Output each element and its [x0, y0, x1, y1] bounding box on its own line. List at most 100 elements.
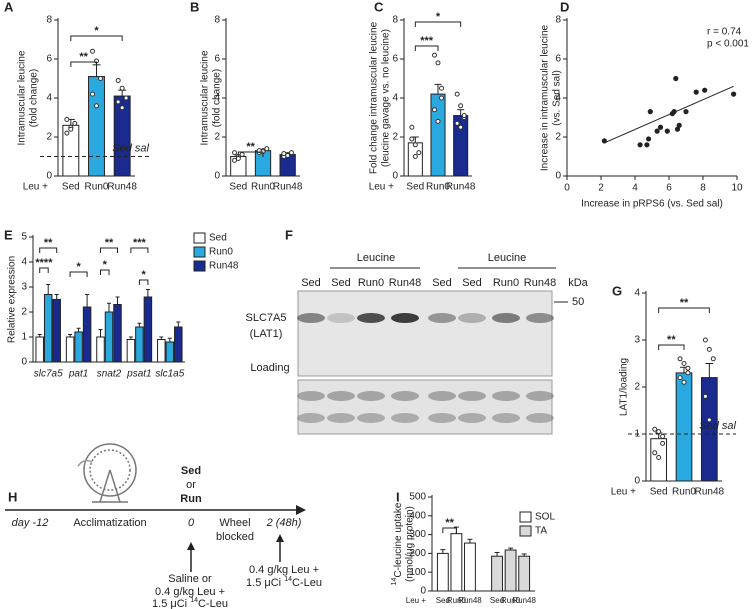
blot-panel: F Leucine Leucine kDa 50 SLC7A5 (LAT1) L…: [246, 227, 589, 435]
x-tick-label: Run0: [501, 596, 521, 605]
y-tick-label: 4: [392, 93, 398, 104]
y-tick-label: 400: [409, 510, 426, 521]
band: [391, 391, 419, 401]
x-tick-label: Run0: [672, 487, 696, 498]
panel-label: G: [612, 283, 622, 298]
bar: [430, 93, 446, 177]
band: [357, 313, 385, 323]
x-tick-label: Run48: [695, 487, 725, 498]
x-tick-label: Run48: [446, 182, 476, 193]
data-point: [94, 103, 99, 109]
y-tick-label: 1: [21, 332, 27, 343]
data-point: [439, 95, 445, 101]
data-point: [409, 124, 415, 130]
bar: [143, 296, 153, 363]
data-point: [454, 120, 460, 126]
significance-label: ****: [35, 257, 53, 269]
x-tick-label: 10: [731, 183, 743, 194]
row-label: Loading: [250, 362, 289, 374]
y-tick-label: 4: [634, 288, 640, 299]
data-point: [232, 150, 238, 156]
band: [391, 313, 419, 323]
y-tick-label: 200: [409, 548, 426, 559]
data-point: [412, 142, 418, 148]
timeline-label: Wheel: [219, 517, 250, 529]
bar: [126, 339, 136, 363]
legend-swatch: [193, 232, 206, 244]
loading-image: [297, 379, 553, 435]
y-tick-label: 0: [392, 171, 398, 182]
data-point: [683, 109, 689, 115]
panel-label: H: [8, 489, 17, 504]
y-tick-label: 4: [21, 257, 27, 268]
band: [297, 391, 325, 401]
y-axis-label: 14C-leucine uptake: [391, 502, 404, 585]
band: [391, 413, 419, 423]
superscript: 14: [391, 578, 398, 586]
bar: [157, 339, 166, 363]
data-point: [435, 118, 441, 124]
legend-label: Run0: [209, 247, 233, 258]
legend-label: Run48: [209, 261, 239, 272]
band: [526, 413, 554, 423]
band: [357, 391, 385, 401]
x-tick-label: 6: [666, 183, 672, 194]
panel-label: I: [396, 489, 400, 504]
significance-bracket: [39, 247, 58, 253]
data-point: [677, 356, 683, 362]
lane-label: Run0: [358, 277, 384, 289]
data-point: [674, 126, 681, 132]
data-point: [235, 155, 241, 161]
row-label: (LAT1): [250, 328, 283, 340]
data-point: [412, 154, 418, 159]
x-tick-label: pat1: [68, 369, 88, 380]
data-point: [409, 136, 415, 142]
y-tick-label: 8: [214, 15, 220, 26]
significance-label: **: [680, 297, 689, 309]
data-point: [232, 157, 238, 163]
y-tick-label: 6: [555, 54, 561, 65]
significance-label: **: [79, 51, 88, 63]
y-tick-label: 300: [409, 529, 426, 540]
data-point: [656, 429, 662, 435]
bar: [35, 336, 44, 363]
timeline-label: day -12: [12, 517, 49, 529]
x-axis-label: Leu +: [23, 182, 48, 193]
data-point: [681, 379, 687, 385]
data-point: [97, 76, 103, 81]
data-point: [123, 95, 129, 101]
data-point: [637, 142, 643, 148]
y-tick-label: 2: [214, 132, 220, 143]
data-point: [681, 361, 687, 366]
data-point: [660, 440, 666, 446]
band: [428, 313, 456, 323]
data-point: [416, 150, 422, 156]
dose-label: 0.4 g/kg Leu +: [249, 564, 319, 576]
timeline-label: Acclimatization: [73, 517, 146, 529]
panel-label: D: [560, 0, 569, 14]
y-axis-label: (vs. Sed sal): [552, 70, 563, 126]
x-tick-label: snat2: [97, 369, 122, 380]
x-axis-label: Leu +: [406, 596, 427, 605]
data-point: [288, 150, 294, 156]
y-tick-label: 6: [46, 54, 52, 65]
band: [327, 313, 355, 323]
dose-arrow: [187, 542, 195, 550]
x-tick-label: Sed: [62, 182, 80, 193]
x-tick-label: psat1: [126, 369, 151, 380]
dose-label: 0.4 g/kg Leu +: [155, 586, 225, 598]
panel-label: E: [4, 227, 13, 242]
bar: [135, 326, 144, 363]
significance-label: *: [142, 269, 147, 281]
data-point: [702, 393, 708, 399]
significance-bracket: [70, 61, 97, 67]
lane-label: Run0: [493, 277, 519, 289]
band: [458, 413, 486, 423]
data-point: [660, 433, 666, 439]
x-tick-label: Run0: [447, 596, 467, 605]
x-tick-label: 2: [598, 183, 604, 194]
bar: [491, 555, 503, 592]
data-point: [664, 128, 670, 134]
data-point: [119, 105, 125, 111]
x-tick-label: Run0: [251, 182, 275, 193]
